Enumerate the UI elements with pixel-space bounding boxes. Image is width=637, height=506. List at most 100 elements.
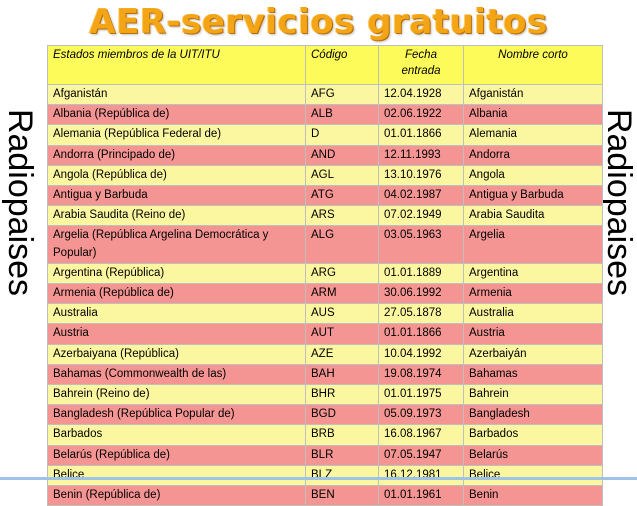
cell-estado: Benin (República de): [48, 486, 306, 506]
cell-codigo: BEN: [306, 486, 379, 506]
cell-nombre-corto: Afganistán: [464, 85, 603, 105]
cell-nombre-corto: Belice: [464, 465, 603, 485]
member-states-table: Estados miembros de la UIT/ITU Código Fe…: [47, 45, 603, 506]
cell-fecha: 10.04.1992: [379, 344, 464, 364]
cell-fecha: 03.05.1963: [379, 226, 464, 263]
cell-codigo: BAH: [306, 364, 379, 384]
cell-codigo: ATG: [306, 186, 379, 206]
cell-codigo: ALG: [306, 226, 379, 263]
cell-estado: Antigua y Barbuda: [48, 186, 306, 206]
cell-nombre-corto: Azerbaiyán: [464, 344, 603, 364]
cell-estado: Armenia (República de): [48, 284, 306, 304]
side-label-right-text: Radiopaises: [600, 108, 637, 295]
cell-nombre-corto: Albania: [464, 105, 603, 125]
cell-nombre-corto: Belarús: [464, 445, 603, 465]
cell-codigo: BHR: [306, 385, 379, 405]
cell-codigo: ALB: [306, 105, 379, 125]
cell-codigo: AND: [306, 145, 379, 165]
slide-title: AER-servicios gratuitos: [0, 2, 637, 42]
cell-fecha: 02.06.1922: [379, 105, 464, 125]
cell-nombre-corto: Armenia: [464, 284, 603, 304]
cell-nombre-corto: Australia: [464, 304, 603, 324]
cell-nombre-corto: Austria: [464, 324, 603, 344]
cell-estado: Argelia (República Argelina Democrática …: [48, 226, 306, 263]
table-header-row: Estados miembros de la UIT/ITU Código Fe…: [48, 46, 603, 85]
cell-nombre-corto: Arabia Saudita: [464, 206, 603, 226]
cell-nombre-corto: Bahamas: [464, 364, 603, 384]
table-row: Argelia (República Argelina Democrática …: [48, 226, 603, 263]
cell-fecha: 07.05.1947: [379, 445, 464, 465]
cell-nombre-corto: Benin: [464, 486, 603, 506]
cell-codigo: ARS: [306, 206, 379, 226]
cell-nombre-corto: Angola: [464, 165, 603, 185]
cell-estado: Angola (República de): [48, 165, 306, 185]
cell-estado: Azerbaiyana (República): [48, 344, 306, 364]
cell-estado: Argentina (República): [48, 263, 306, 283]
cell-codigo: BRB: [306, 425, 379, 445]
cell-estado: Bangladesh (República Popular de): [48, 405, 306, 425]
cell-fecha: 01.01.1866: [379, 125, 464, 145]
cell-codigo: BGD: [306, 405, 379, 425]
cell-fecha: 30.06.1992: [379, 284, 464, 304]
cell-fecha: 01.01.1889: [379, 263, 464, 283]
cell-codigo: AUS: [306, 304, 379, 324]
cell-estado: Afganistán: [48, 85, 306, 105]
cell-codigo: BLR: [306, 445, 379, 465]
cell-estado: Australia: [48, 304, 306, 324]
cell-fecha: 19.08.1974: [379, 364, 464, 384]
cell-fecha: 13.10.1976: [379, 165, 464, 185]
cell-estado: Arabia Saudita (Reino de): [48, 206, 306, 226]
cell-fecha: 07.02.1949: [379, 206, 464, 226]
cell-fecha: 01.01.1975: [379, 385, 464, 405]
cell-fecha: 12.04.1928: [379, 85, 464, 105]
cell-fecha: 05.09.1973: [379, 405, 464, 425]
cell-estado: Bahrein (Reino de): [48, 385, 306, 405]
cell-nombre-corto: Argentina: [464, 263, 603, 283]
side-label-left-text: Radiopaises: [1, 108, 40, 295]
cell-codigo: AUT: [306, 324, 379, 344]
cell-fecha: 27.05.1878: [379, 304, 464, 324]
cell-fecha: 12.11.1993: [379, 145, 464, 165]
cell-codigo: D: [306, 125, 379, 145]
cell-nombre-corto: Andorra: [464, 145, 603, 165]
cell-fecha: 04.02.1987: [379, 186, 464, 206]
cell-codigo: AFG: [306, 85, 379, 105]
cell-estado: Albania (República de): [48, 105, 306, 125]
side-label-left: Radiopaises: [0, 52, 40, 352]
cell-codigo: ARG: [306, 263, 379, 283]
side-label-right: Radiopaises: [599, 52, 637, 352]
cell-nombre-corto: Argelia: [464, 226, 603, 263]
cell-estado: Alemania (República Federal de): [48, 125, 306, 145]
cell-nombre-corto: Bangladesh: [464, 405, 603, 425]
cell-nombre-corto: Alemania: [464, 125, 603, 145]
column-header-fecha: Fecha entrada: [379, 46, 464, 85]
cell-fecha: 01.01.1866: [379, 324, 464, 344]
cell-estado: Austria: [48, 324, 306, 344]
cell-estado: Andorra (Principado de): [48, 145, 306, 165]
cell-codigo: ARM: [306, 284, 379, 304]
cell-estado: Belarús (República de): [48, 445, 306, 465]
cell-nombre-corto: Barbados: [464, 425, 603, 445]
column-header-codigo: Código: [306, 46, 379, 85]
cell-codigo: AGL: [306, 165, 379, 185]
cell-estado: Barbados: [48, 425, 306, 445]
cell-fecha: 16.12.1981: [379, 465, 464, 485]
column-header-estados: Estados miembros de la UIT/ITU: [48, 46, 306, 85]
cell-codigo: AZE: [306, 344, 379, 364]
